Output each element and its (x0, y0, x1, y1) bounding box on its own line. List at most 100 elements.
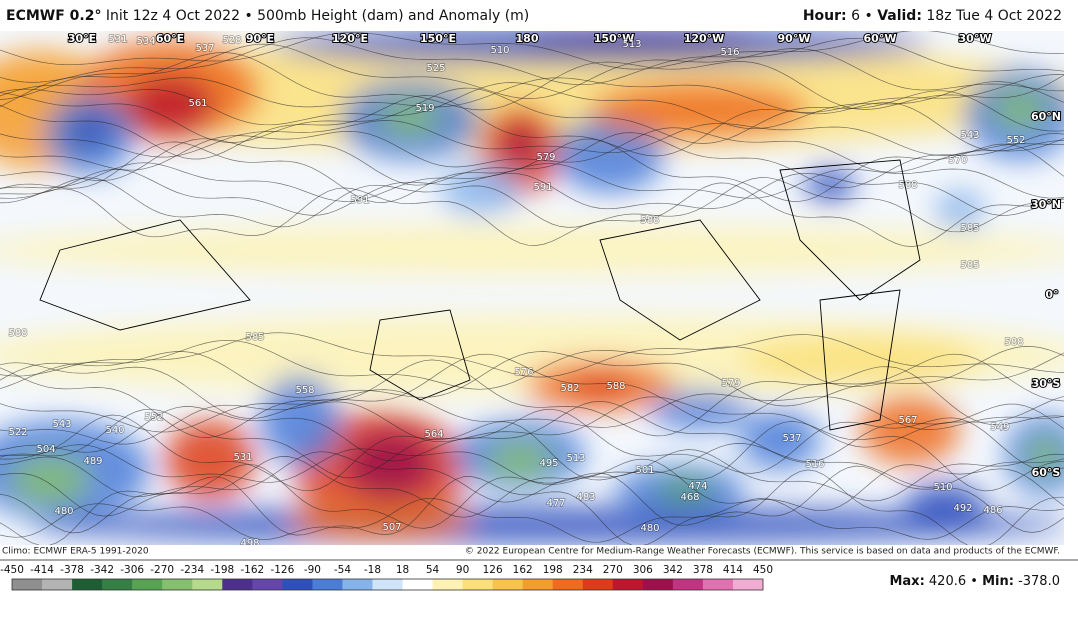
grid-label: 120°W (684, 32, 725, 45)
contour-label: 591 (350, 195, 369, 206)
stats: Max: 420.6 • Min: -378.0 (889, 574, 1060, 589)
grid-label: 60°W (864, 32, 897, 45)
grid-label: 30°N (1031, 198, 1061, 211)
colorbar-segment (642, 579, 674, 590)
map: 30°E 60°E 90°E 120°E 150°E 180 150°W 120°W 90°W 6… (0, 31, 1064, 545)
contour-label: 585 (960, 260, 979, 271)
coastline (819, 289, 901, 431)
colorbar-tick-label: -234 (180, 564, 204, 576)
contour-label: 477 (546, 498, 565, 509)
colorbar-tick-label: 90 (456, 564, 469, 576)
contour-label: 468 (680, 492, 699, 503)
colorbar-segment (222, 579, 253, 590)
anomaly-blob (485, 440, 555, 480)
anomaly-blob (440, 165, 520, 215)
contour-label: 588 (606, 381, 625, 392)
colorbar-tick-label: 414 (723, 564, 743, 576)
min: -378.0 (1018, 574, 1060, 589)
contour-label: 522 (8, 427, 27, 438)
contour-label: 510 (490, 45, 509, 56)
contour-label: 480 (54, 506, 73, 517)
colorbar-tick-label: -450 (0, 564, 24, 576)
colorbar-tick-label: -378 (60, 564, 84, 576)
colorbar-tick-label: -270 (150, 564, 174, 576)
colorbar-segment (12, 579, 43, 590)
contour-label: 543 (52, 419, 71, 430)
anomaly-blob (70, 112, 110, 148)
max-label: Max: (889, 574, 924, 589)
colorbar-segment (702, 579, 734, 590)
anomaly-blob (502, 125, 538, 165)
height-contour (0, 359, 1064, 438)
grid-label: 90°W (778, 32, 811, 45)
contour-label: 492 (953, 503, 972, 514)
contour-label: 513 (566, 453, 585, 464)
height-contour (0, 81, 1064, 130)
colorbar-tick-label: -414 (30, 564, 54, 576)
grid-label: 60°E (156, 32, 184, 45)
grid-label: 60°N (1031, 110, 1061, 123)
height-contour (0, 120, 1064, 158)
hour-label: Hour: (803, 8, 847, 24)
contour-label: 582 (560, 383, 579, 394)
colorbar-segment (72, 579, 103, 590)
colorbar-tick-label: 234 (573, 564, 593, 576)
colorbar-tick-label: 198 (543, 564, 563, 576)
grid-label: 120°E (332, 32, 368, 45)
map-labels: 30°E 60°E 90°E 120°E 150°E 180 150°W 120°W 90°W 6… (8, 31, 1062, 545)
height-contour (0, 177, 1064, 233)
hour: 6 (851, 8, 860, 24)
colorbar-segment (732, 579, 764, 590)
grid-label: 150°W (594, 32, 635, 45)
contour-label: 507 (382, 522, 401, 533)
title: Init 12z 4 Oct 2022 • 500mb Height (dam)… (106, 8, 529, 24)
anomaly-blob (520, 31, 760, 50)
copyright: © 2022 European Centre for Medium-Range … (465, 547, 1060, 557)
height-contour (0, 132, 1064, 189)
contour-label: 480 (640, 523, 659, 534)
contour-label: 576 (514, 367, 533, 378)
contour-label: 591 (533, 182, 552, 193)
height-contour (0, 37, 1064, 86)
colorbar-segment (162, 579, 193, 590)
anomaly-blob (740, 410, 820, 470)
height-contour (0, 332, 1064, 378)
colorbar-segment (522, 579, 554, 590)
contour-label: 540 (105, 425, 124, 436)
height-contour (0, 408, 1064, 479)
contour-label: 486 (983, 505, 1002, 516)
anomaly-blob (740, 335, 980, 385)
colorbar-tick-label: -198 (210, 564, 234, 576)
height-contour (0, 497, 1064, 543)
contour-label: 501 (635, 465, 654, 476)
colorbar-segment (252, 579, 283, 590)
contour-label: 531 (108, 34, 127, 45)
height-contour (0, 162, 1064, 202)
anomaly-blob (935, 190, 985, 230)
anomaly-blob (650, 390, 750, 430)
contour-label: 588 (1004, 337, 1023, 348)
colorbar-tick-label: 54 (426, 564, 440, 576)
contour-label: 516 (805, 459, 824, 470)
colorbar-segment (372, 579, 404, 590)
colorbar-segment (432, 579, 464, 590)
colorbar-segment (462, 579, 494, 590)
height-contour (0, 52, 1064, 111)
height-contour (0, 463, 1064, 534)
grid-label: 30°S (1032, 377, 1061, 390)
contour-label: 552 (1006, 135, 1025, 146)
colorbar-frame (11, 578, 764, 591)
anomaly-field (0, 31, 1064, 543)
model: ECMWF 0.2° (6, 8, 101, 24)
colorbar-segment (402, 579, 434, 590)
grid-label: 90°E (246, 32, 274, 45)
contour-label: 579 (721, 378, 740, 389)
contour-label: 525 (426, 63, 445, 74)
grid-label: 60°S (1032, 466, 1061, 479)
colorbar-tick-label: -306 (120, 564, 144, 576)
colorbar-tick-label: -126 (270, 564, 294, 576)
contour-label: 552 (144, 412, 163, 423)
anomaly-blob (380, 100, 440, 136)
contour-label: 516 (720, 47, 739, 58)
anomaly-blob (290, 500, 470, 540)
